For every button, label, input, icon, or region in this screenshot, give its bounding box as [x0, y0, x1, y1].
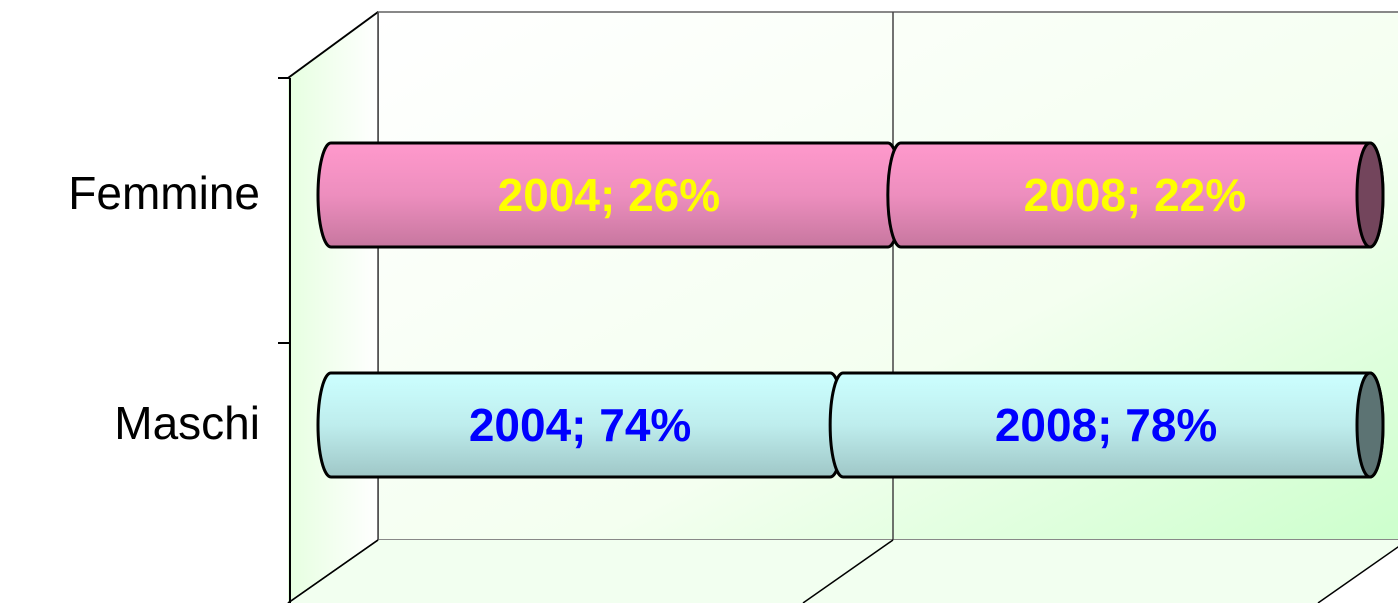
floor-line	[1317, 546, 1398, 603]
bar-end-cap	[1355, 141, 1385, 249]
value-label: 2008; 22%	[1024, 169, 1247, 221]
value-label: 2004; 74%	[469, 399, 692, 451]
value-label: 2008; 78%	[995, 399, 1218, 451]
category-label: Maschi	[114, 397, 260, 449]
plot-frame	[278, 11, 1398, 603]
bar-end-cap	[1355, 371, 1385, 479]
floor-line	[287, 539, 379, 603]
value-label: 2004; 26%	[498, 169, 721, 221]
category-label: Femmine	[68, 167, 260, 219]
floor-line	[802, 539, 894, 603]
